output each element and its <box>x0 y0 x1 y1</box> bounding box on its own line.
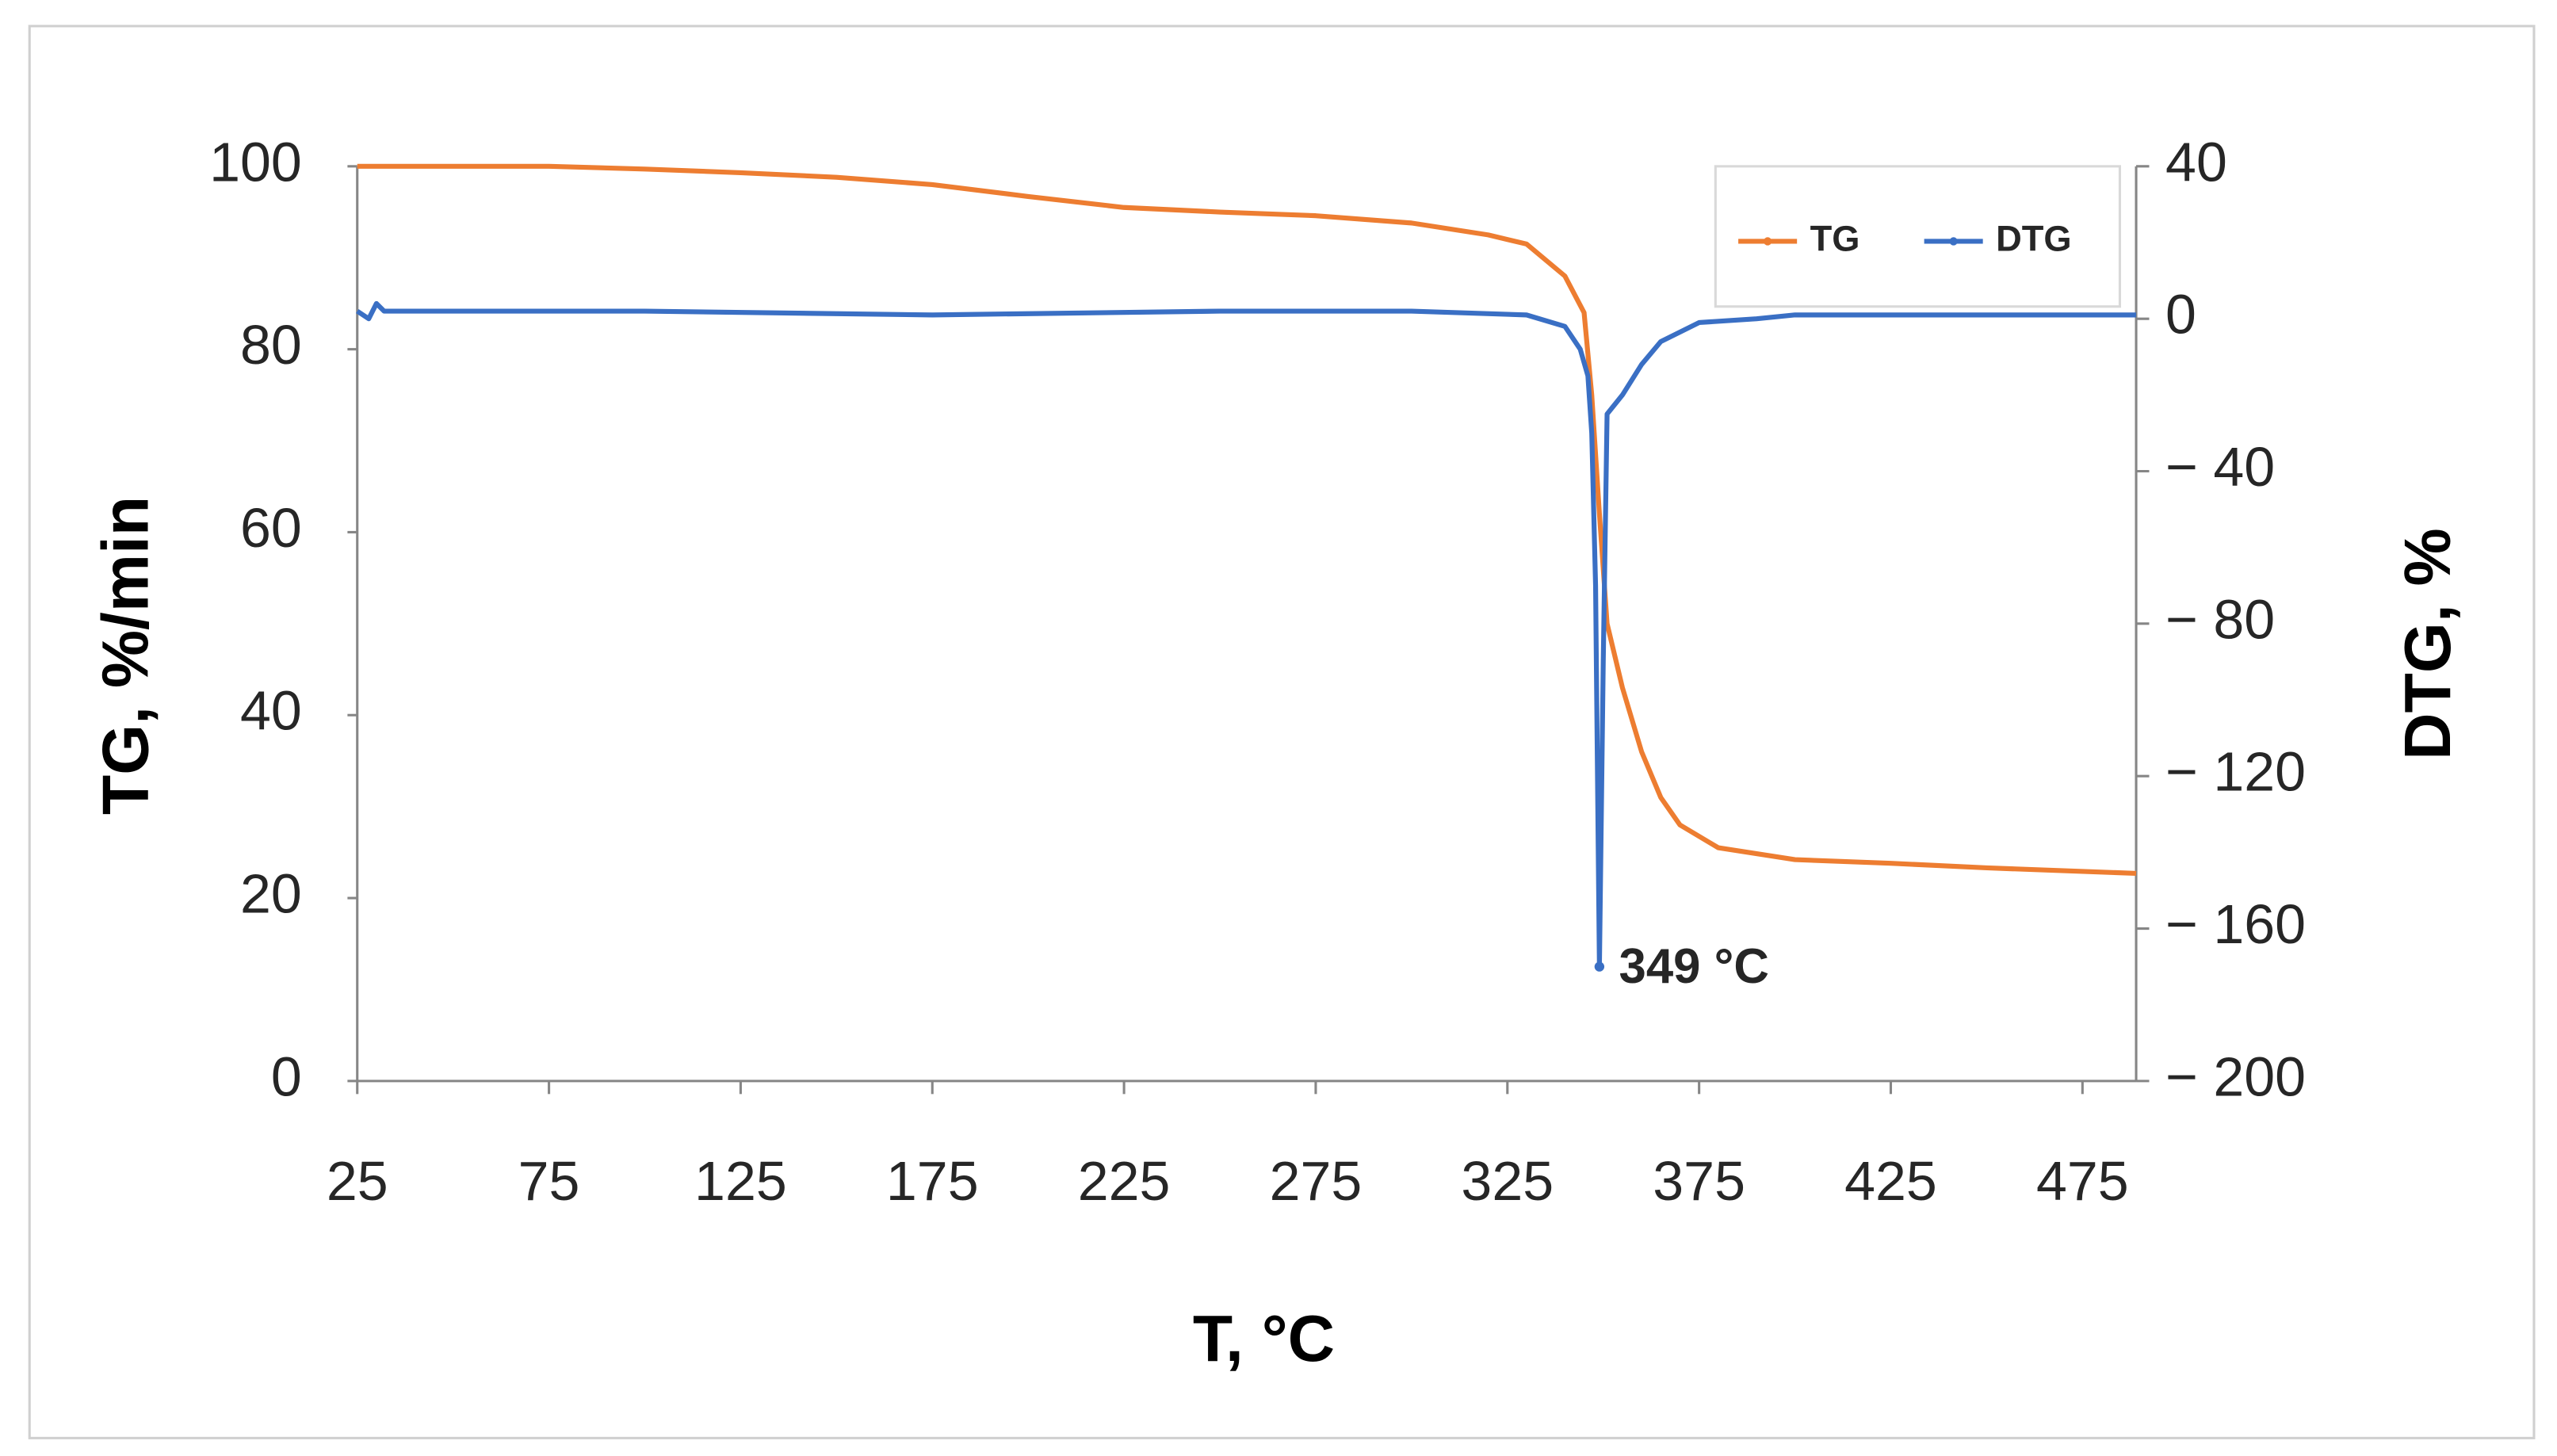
x-tick-label: 375 <box>1653 1150 1745 1212</box>
y-axis-title: TG, %/min <box>90 496 162 815</box>
y2-tick-label: − 40 <box>2165 436 2275 498</box>
y2-tick-label: − 160 <box>2165 893 2306 955</box>
legend-marker <box>1763 237 1772 246</box>
x-tick-label: 475 <box>2036 1150 2129 1212</box>
x-tick-label: 125 <box>694 1150 787 1212</box>
legend-label: TG <box>1810 218 1860 258</box>
y2-tick-label: − 200 <box>2165 1045 2306 1107</box>
y-tick-label: 60 <box>240 497 302 559</box>
annotation-point <box>1594 961 1605 972</box>
data-line <box>357 163 2137 876</box>
y-tick-label: 0 <box>271 1045 302 1107</box>
x-tick-label: 175 <box>886 1150 979 1212</box>
x-tick-label: 275 <box>1270 1150 1363 1212</box>
y-tick-label: 40 <box>240 680 302 742</box>
x-axis-title: T, °C <box>1193 1303 1335 1375</box>
x-tick-label: 325 <box>1461 1150 1554 1212</box>
y2-tick-label: 0 <box>2165 284 2196 346</box>
x-tick-label: 225 <box>1078 1150 1171 1212</box>
y-tick-label: 80 <box>240 314 302 376</box>
y-tick-label: 20 <box>240 863 302 925</box>
annotation: 349 °C <box>1619 939 1769 994</box>
y-tick-label: 100 <box>209 131 302 193</box>
x-tick-label: 25 <box>327 1150 388 1212</box>
legend-box <box>1714 165 2122 308</box>
y2-tick-label: − 120 <box>2165 741 2306 803</box>
data-line <box>356 300 2137 969</box>
chart-frame <box>28 25 2536 1439</box>
x-tick-label: 75 <box>518 1150 580 1212</box>
y2-tick-label: 40 <box>2165 131 2227 193</box>
y2-tick-label: − 80 <box>2165 588 2275 650</box>
legend-marker <box>1949 237 1958 246</box>
y2-axis-title: DTG, % <box>2392 528 2464 760</box>
legend-label: DTG <box>1996 218 2072 258</box>
x-tick-label: 425 <box>1844 1150 1937 1212</box>
